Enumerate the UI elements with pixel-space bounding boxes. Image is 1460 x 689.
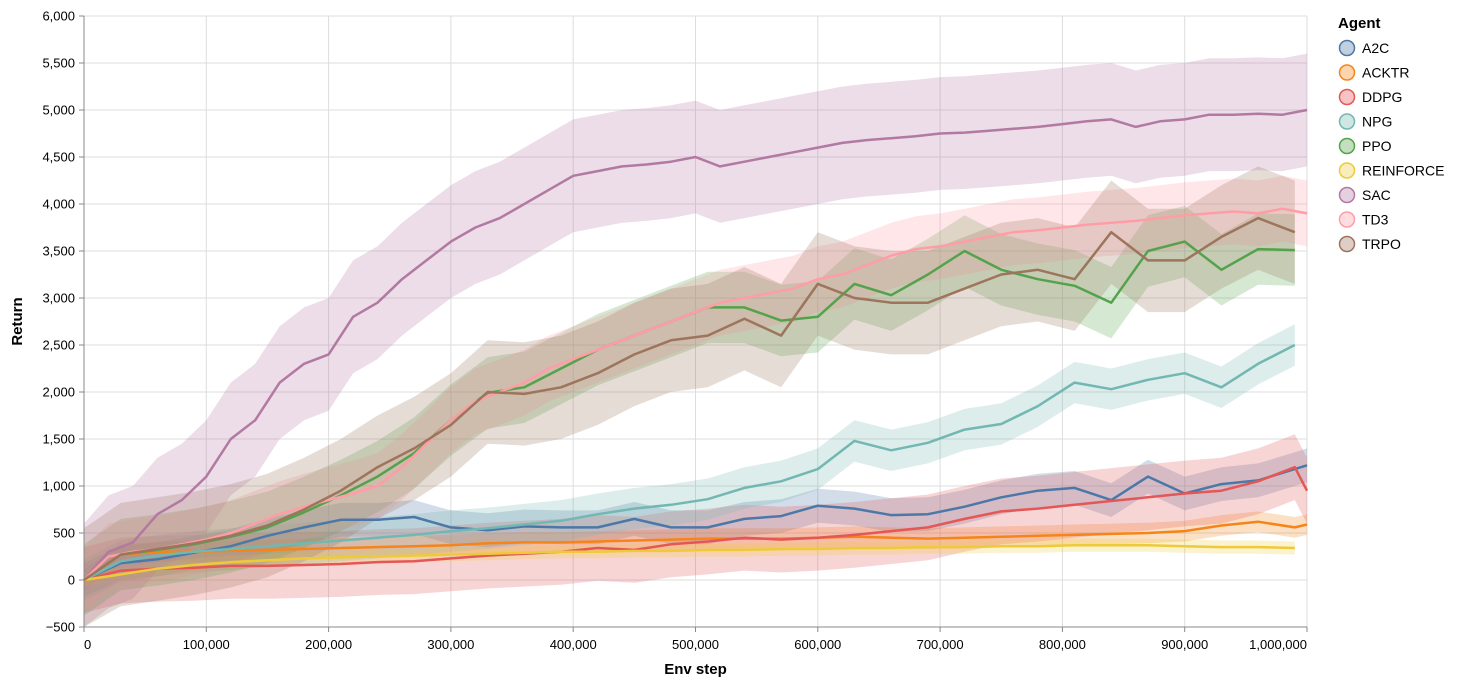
line-sac	[83, 108, 1308, 581]
y-tick-label: 4,000	[42, 197, 75, 212]
legend-label-acktr: ACKTR	[1362, 65, 1409, 81]
band-a2c	[84, 448, 1307, 597]
legend-label-npg: NPG	[1362, 114, 1392, 130]
band-layer	[84, 53, 1307, 628]
legend-swatch-sac	[1338, 186, 1356, 204]
band-ddpg	[84, 434, 1307, 613]
band-npg	[84, 324, 1295, 601]
band-sac	[84, 53, 1307, 628]
line-a2c	[83, 464, 1308, 582]
legend-label-sac: SAC	[1362, 187, 1391, 203]
legend-swatch-trpo	[1338, 235, 1356, 253]
legend-swatch-td3	[1338, 211, 1356, 228]
legend-label-ppo: PPO	[1362, 138, 1392, 154]
x-tick-label: 100,000	[183, 637, 230, 652]
band-trpo	[84, 166, 1295, 627]
y-tick-label: 3,500	[42, 244, 75, 259]
band-reinforce	[84, 538, 1295, 587]
x-tick-label: 300,000	[427, 637, 474, 652]
legend-swatch-reinforce	[1338, 162, 1356, 179]
x-tick-label: 700,000	[917, 637, 964, 652]
x-axis-title: Env step	[664, 661, 727, 678]
x-tick-label: 900,000	[1161, 637, 1208, 652]
line-ddpg	[83, 465, 1309, 582]
legend-label-ddpg: DDPG	[1362, 89, 1402, 105]
y-tick-label: 2,000	[42, 385, 75, 400]
x-tick-label: 0	[84, 637, 91, 652]
y-tick-label: 1,000	[42, 479, 75, 494]
legend-swatch-a2c	[1338, 39, 1356, 57]
legend-label-td3: TD3	[1362, 212, 1389, 228]
legend-swatch-npg	[1338, 113, 1356, 130]
y-tick-label: 500	[53, 526, 75, 541]
band-ppo	[84, 205, 1295, 616]
line-trpo	[83, 216, 1296, 582]
line-npg	[83, 343, 1296, 582]
axis-layer: 0 100,000 200,000 300,000 400,000 500,000 600,…	[42, 9, 1308, 652]
band-td3	[84, 175, 1307, 613]
line-acktr	[83, 520, 1308, 582]
legend-swatch-ddpg	[1338, 88, 1356, 106]
y-tick-label: 6,000	[42, 9, 75, 24]
x-tick-label: 200,000	[305, 637, 352, 652]
legend-title: Agent	[1338, 15, 1381, 32]
line-layer	[83, 108, 1309, 582]
y-tick-label: 5,000	[42, 103, 75, 118]
legend-label-trpo: TRPO	[1362, 236, 1401, 252]
y-tick-label: 1,500	[42, 432, 75, 447]
y-tick-label: 0	[68, 573, 75, 588]
x-tick-label: 800,000	[1039, 637, 1086, 652]
band-acktr	[84, 511, 1307, 591]
legend-label-a2c: A2C	[1362, 40, 1389, 56]
line-reinforce	[83, 543, 1295, 582]
legend-swatch-ppo	[1338, 137, 1356, 155]
x-tick-label: 500,000	[672, 637, 719, 652]
y-tick-label: 3,000	[42, 291, 75, 306]
line-td3	[83, 207, 1308, 581]
x-tick-label: 1,000,000	[1249, 637, 1307, 652]
y-tick-label: 4,500	[42, 150, 75, 165]
x-tick-label: 400,000	[550, 637, 597, 652]
y-tick-label: 5,500	[42, 56, 75, 71]
legend-swatch-acktr	[1338, 64, 1356, 81]
legend: Agent A2C ACKTR DDPG NPG PPO REINFORCE SAC TD3 T…	[1338, 15, 1444, 253]
x-tick-label: 600,000	[794, 637, 841, 652]
y-tick-label: −500	[46, 620, 75, 635]
y-axis-title: Return	[9, 297, 26, 345]
legend-label-reinforce: REINFORCE	[1362, 163, 1444, 179]
y-tick-label: 2,500	[42, 338, 75, 353]
